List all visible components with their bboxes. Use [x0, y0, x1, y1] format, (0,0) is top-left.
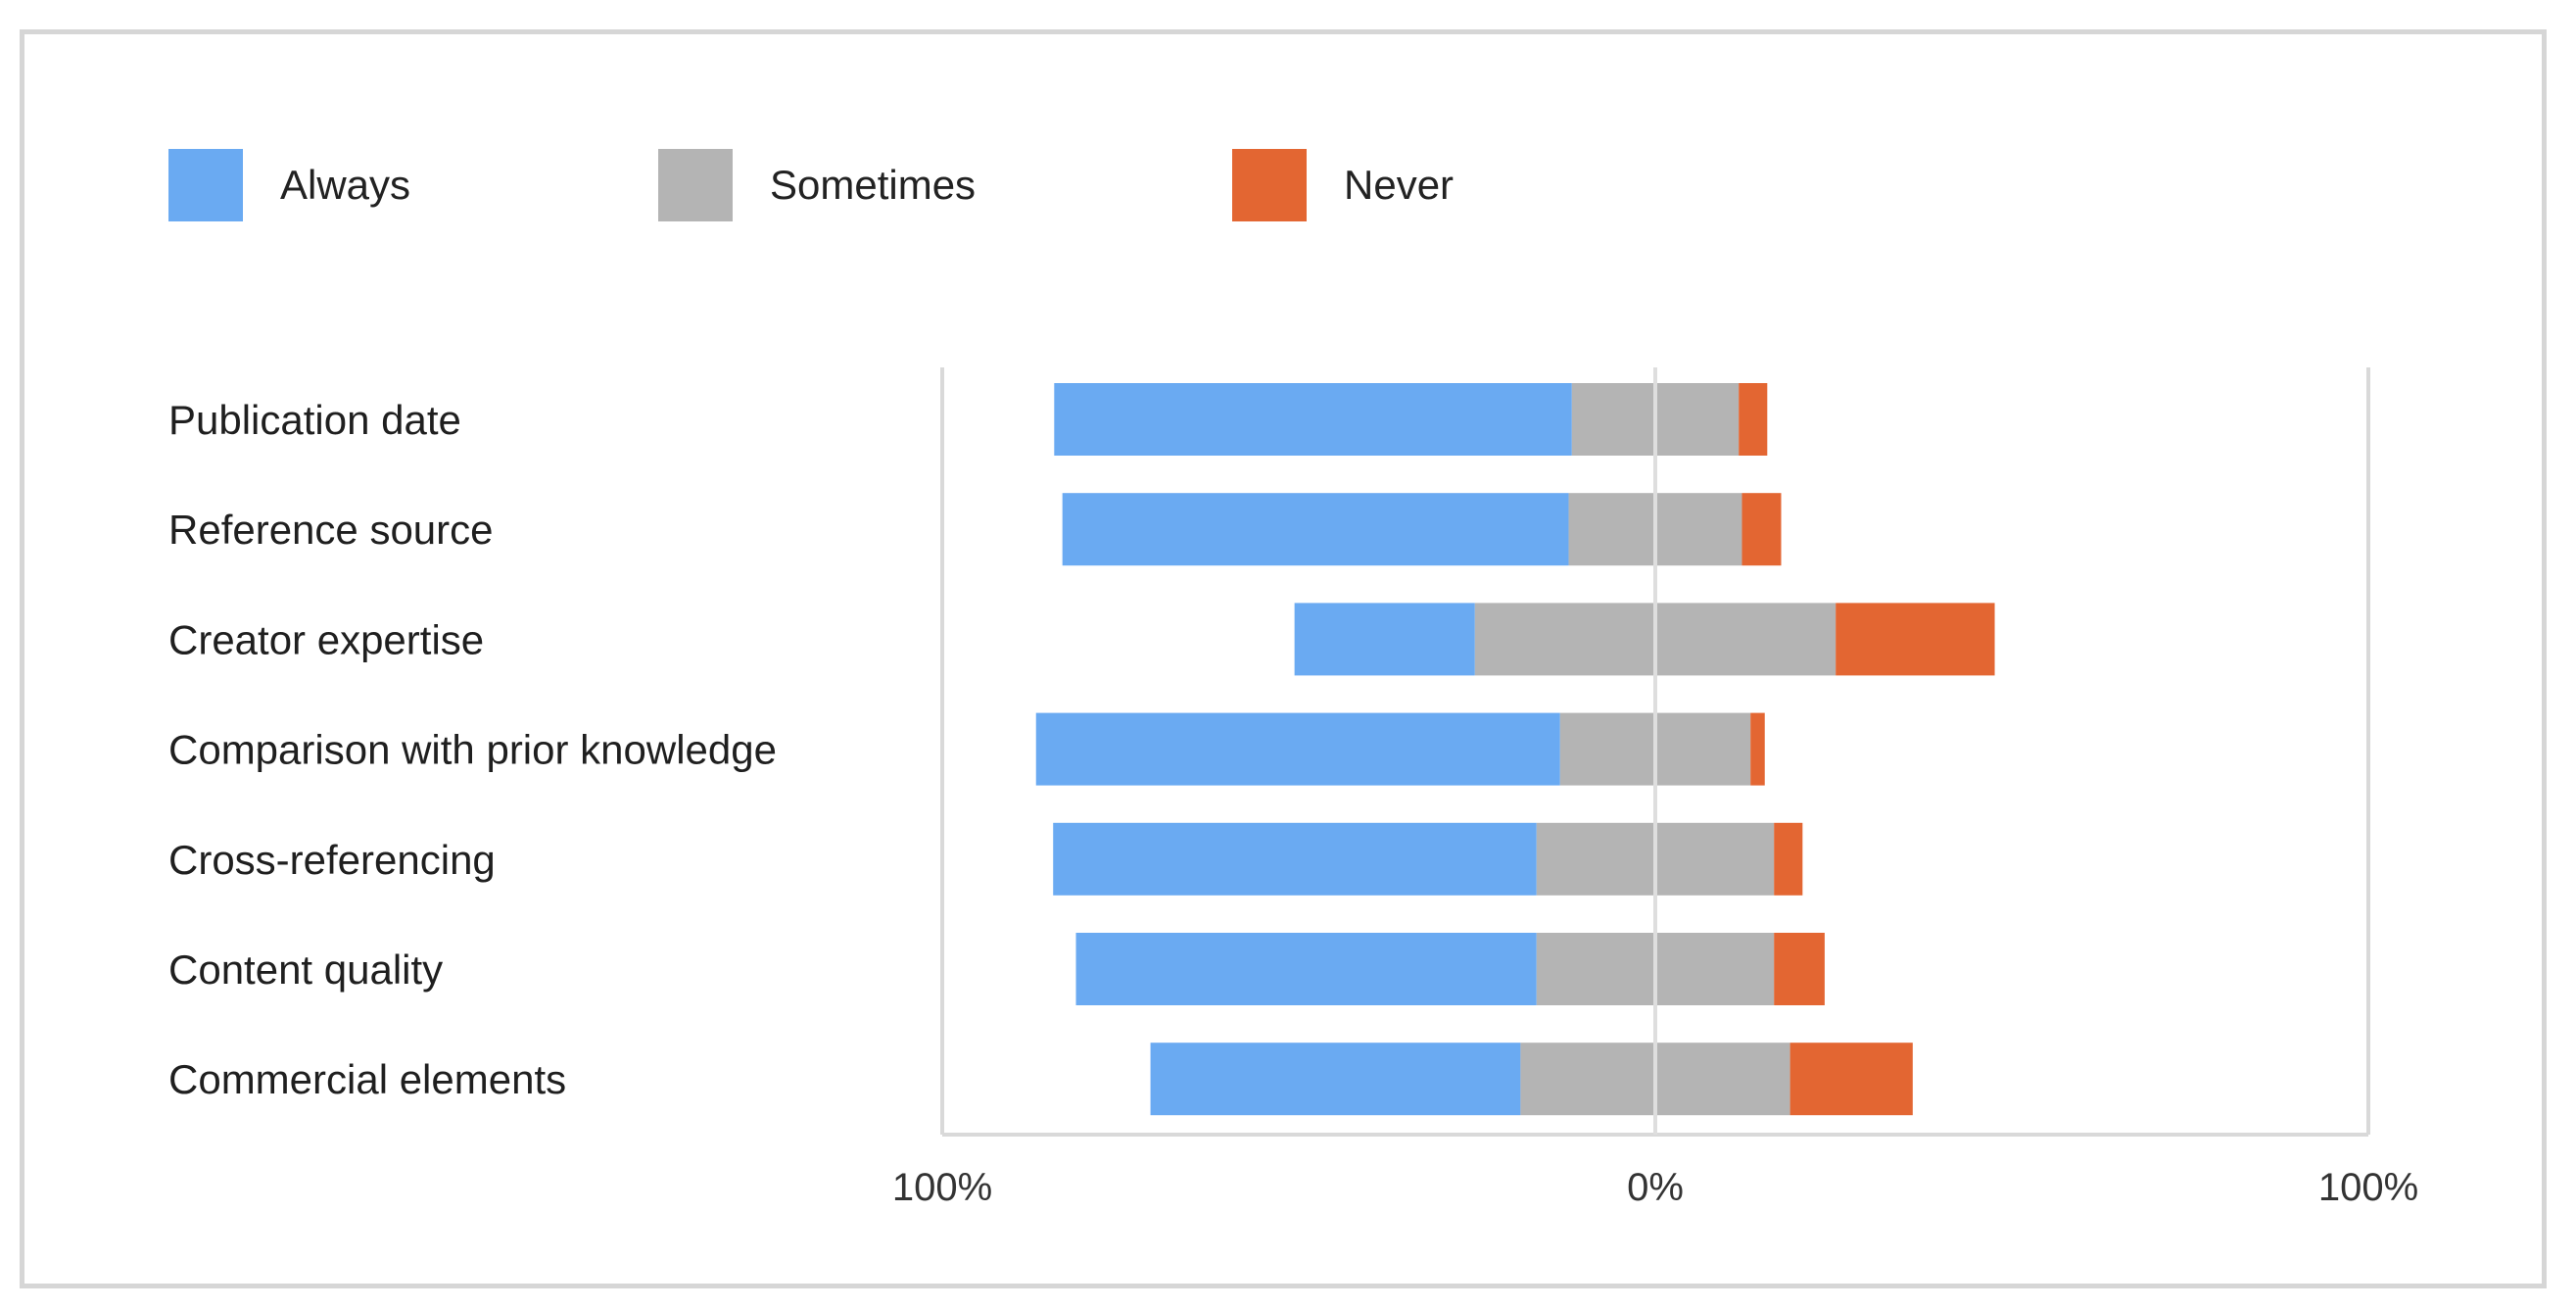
bar-reference-source-never: [1741, 493, 1782, 566]
bar-row-publication-date: [1054, 383, 1768, 456]
legend-label-always: Always: [280, 162, 410, 208]
category-label-publication-date: Publication date: [168, 397, 461, 443]
x-tick-label-2: 100%: [2318, 1166, 2418, 1209]
bar-row-creator-expertise: [1294, 603, 1995, 676]
bar-comparison-with-prior-knowledge-never: [1750, 712, 1765, 786]
bars: [1035, 383, 1995, 1116]
category-labels: Publication date Reference source Creator …: [168, 397, 777, 1102]
x-tick-label-0: 100%: [892, 1166, 992, 1209]
bar-reference-source-always: [1062, 493, 1569, 566]
legend-item-sometimes: Sometimes: [658, 149, 976, 221]
bar-row-cross-referencing: [1053, 822, 1803, 896]
legend-swatch-sometimes: [658, 149, 733, 221]
bar-row-content-quality: [1075, 933, 1825, 1005]
legend-swatch-always: [168, 149, 243, 221]
bar-publication-date-always: [1054, 383, 1572, 456]
bar-publication-date-never: [1739, 383, 1768, 456]
legend-label-never: Never: [1344, 162, 1454, 208]
bar-cross-referencing-always: [1053, 822, 1537, 896]
bar-row-comparison-with-prior-knowledge: [1035, 712, 1765, 786]
x-tick-label-1: 0%: [1627, 1166, 1684, 1209]
bar-cross-referencing-never: [1774, 822, 1803, 896]
bar-commercial-elements-never: [1789, 1043, 1913, 1116]
x-tick-labels: 100% 0% 100%: [892, 1166, 2418, 1209]
bar-creator-expertise-never: [1836, 603, 1995, 676]
bar-content-quality-never: [1774, 933, 1825, 1005]
bar-creator-expertise-always: [1294, 603, 1475, 676]
category-label-cross-referencing: Cross-referencing: [168, 837, 496, 883]
legend-label-sometimes: Sometimes: [770, 162, 976, 208]
bar-row-commercial-elements: [1150, 1043, 1913, 1116]
category-label-reference-source: Reference source: [168, 507, 494, 553]
legend: Always Sometimes Never: [168, 149, 1454, 221]
category-label-comparison-with-prior-knowledge: Comparison with prior knowledge: [168, 727, 777, 773]
bar-content-quality-always: [1075, 933, 1537, 1005]
bar-comparison-with-prior-knowledge-always: [1035, 712, 1560, 786]
legend-item-never: Never: [1232, 149, 1454, 221]
bar-row-reference-source: [1062, 493, 1782, 566]
category-label-creator-expertise: Creator expertise: [168, 616, 484, 662]
legend-item-always: Always: [168, 149, 410, 221]
category-label-commercial-elements: Commercial elements: [168, 1056, 566, 1102]
bar-commercial-elements-always: [1150, 1043, 1521, 1116]
category-label-content-quality: Content quality: [168, 946, 443, 993]
legend-swatch-never: [1232, 149, 1307, 221]
